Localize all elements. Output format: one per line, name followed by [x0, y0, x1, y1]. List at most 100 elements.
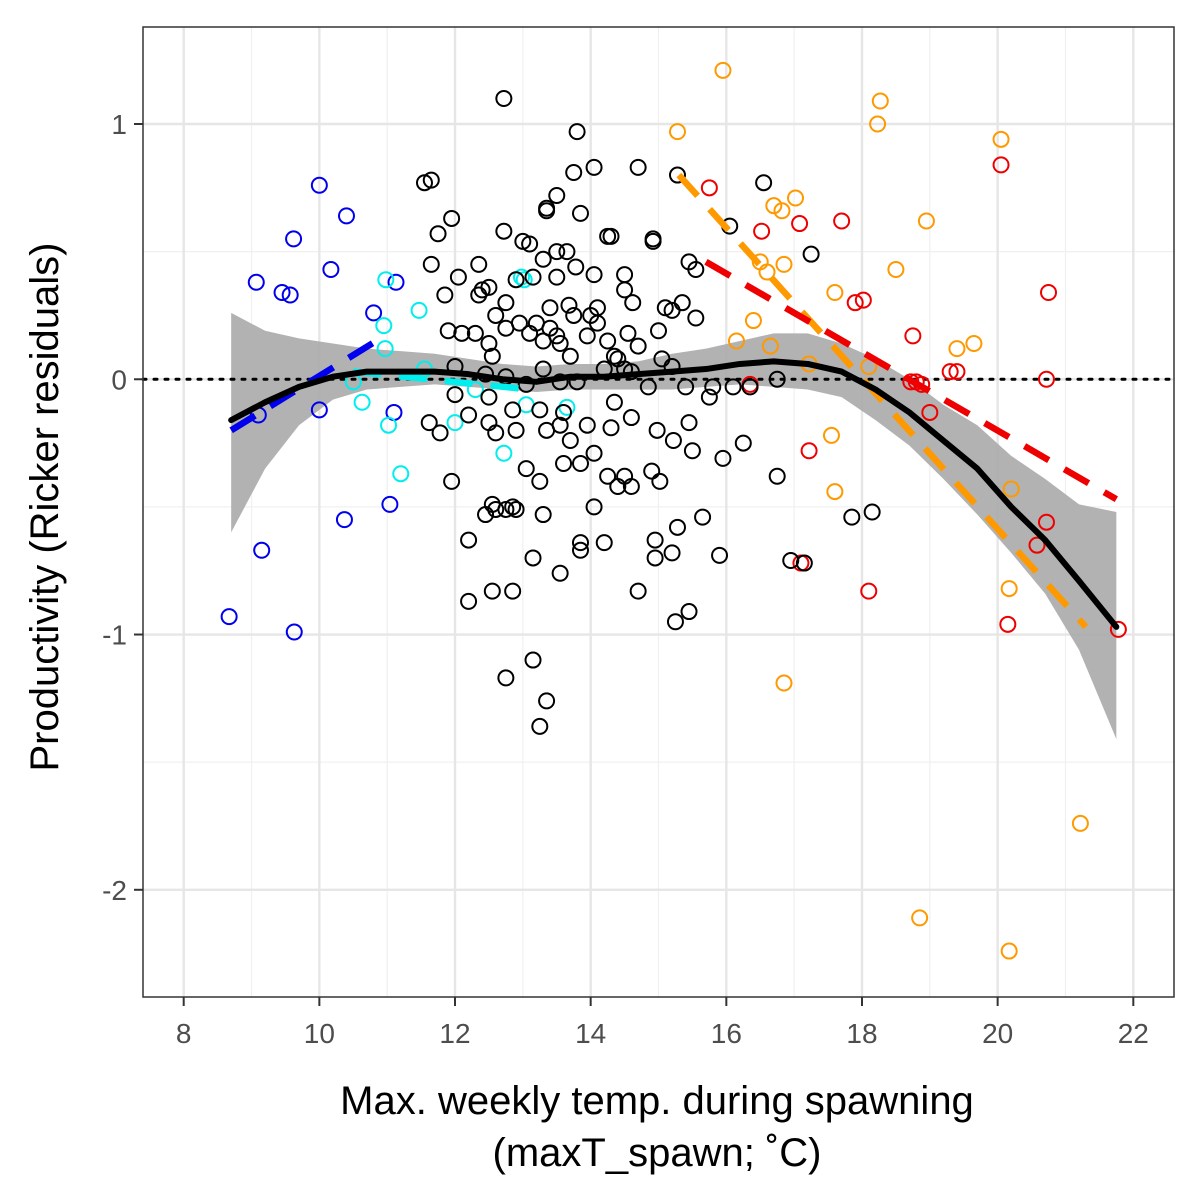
data-point-black	[534, 506, 552, 524]
data-point-red	[941, 363, 959, 381]
data-point-orange	[1000, 580, 1018, 598]
data-point-orange	[871, 92, 889, 110]
data-point-black	[422, 171, 440, 189]
axis-ticks	[134, 123, 1135, 1006]
data-point-black	[534, 332, 552, 350]
data-point-black	[507, 421, 525, 439]
data-point-orange	[826, 283, 844, 301]
data-point-black	[517, 460, 535, 478]
data-point-black	[639, 378, 657, 396]
data-point-black	[585, 158, 603, 176]
data-point-orange	[822, 426, 840, 444]
data-point-black	[548, 243, 566, 261]
data-point-black	[460, 531, 478, 549]
data-point-black	[483, 582, 501, 600]
data-point-cyan	[410, 301, 428, 319]
data-point-black	[571, 455, 589, 472]
data-point-blue	[281, 286, 299, 304]
data-point-black	[558, 243, 576, 261]
data-point-red	[860, 582, 878, 600]
data-point-black	[497, 500, 515, 518]
x-tick-label: 18	[846, 1018, 877, 1049]
data-point-black	[585, 444, 603, 462]
data-point-black	[495, 222, 513, 240]
fit-line-orange	[676, 172, 1089, 630]
data-point-black	[622, 477, 640, 495]
data-point-black	[668, 166, 686, 184]
data-point-black	[683, 442, 701, 460]
data-point-cyan	[515, 271, 533, 289]
data-point-black	[531, 472, 549, 490]
data-point-black	[648, 421, 666, 439]
data-point-black	[651, 472, 669, 490]
data-point-black	[453, 324, 471, 342]
smooth-fit-line	[228, 358, 1120, 630]
data-point-orange	[1071, 814, 1089, 832]
data-point-black	[863, 503, 881, 521]
data-point-black	[768, 467, 786, 485]
data-point-black	[629, 158, 647, 176]
data-point-black	[668, 518, 686, 536]
data-point-cyan	[392, 465, 410, 483]
data-point-black	[666, 613, 684, 631]
data-point-black	[538, 202, 556, 220]
data-point-black	[624, 294, 642, 312]
data-point-cyan	[446, 414, 464, 432]
y-axis-title: Productivity (Ricker residuals)	[23, 242, 67, 771]
data-point-black	[588, 314, 606, 332]
data-point-red	[1040, 283, 1058, 301]
data-point-red	[1037, 513, 1055, 531]
data-point-black	[664, 432, 682, 450]
data-point-black	[466, 324, 484, 342]
data-point-black	[663, 301, 681, 319]
data-point-red	[846, 294, 864, 312]
data-point-black	[599, 332, 617, 350]
data-point-black	[571, 534, 589, 552]
data-point-orange	[744, 312, 762, 330]
data-point-black	[534, 250, 552, 268]
data-point-black	[585, 498, 603, 516]
x-axis-title-line-1: Max. weekly temp. during spawning	[340, 1079, 974, 1123]
data-point-black	[677, 378, 695, 396]
data-point-black	[487, 306, 505, 324]
data-point-blue	[335, 511, 353, 529]
data-point-black	[436, 286, 454, 304]
data-point-orange	[911, 909, 929, 927]
data-point-red	[854, 291, 872, 309]
data-point-black	[599, 467, 617, 485]
data-point-cyan	[380, 416, 398, 434]
data-point-red	[1037, 370, 1055, 388]
data-point-black	[495, 89, 513, 107]
data-point-orange	[948, 340, 966, 358]
data-point-black	[795, 554, 813, 572]
x-tick-label: 22	[1118, 1018, 1149, 1049]
data-point-black	[802, 245, 820, 263]
data-point-orange	[728, 332, 746, 350]
data-point-black	[560, 296, 578, 314]
data-point-black	[443, 472, 461, 490]
data-point-cyan	[353, 393, 371, 411]
data-point-black	[605, 393, 623, 411]
fit-line-blue	[229, 335, 383, 434]
data-point-orange	[887, 261, 905, 278]
fit-line-cyan	[352, 368, 530, 393]
data-point-blue	[337, 207, 355, 225]
data-point-black	[650, 322, 667, 340]
data-point-red	[921, 403, 939, 421]
data-point-blue	[322, 261, 340, 278]
data-point-black	[541, 299, 559, 317]
data-point-black	[460, 406, 478, 424]
data-point-black	[483, 347, 501, 365]
data-point-red	[700, 179, 718, 197]
data-point-black	[507, 271, 525, 289]
data-point-orange	[1000, 942, 1018, 960]
data-point-black	[741, 378, 759, 396]
data-point-orange	[787, 189, 805, 207]
data-point-orange	[714, 61, 732, 79]
data-point-black	[571, 541, 589, 559]
data-point-black	[521, 235, 539, 253]
data-point-black	[644, 232, 662, 250]
data-point-black	[734, 434, 752, 452]
data-point-orange	[775, 255, 793, 273]
